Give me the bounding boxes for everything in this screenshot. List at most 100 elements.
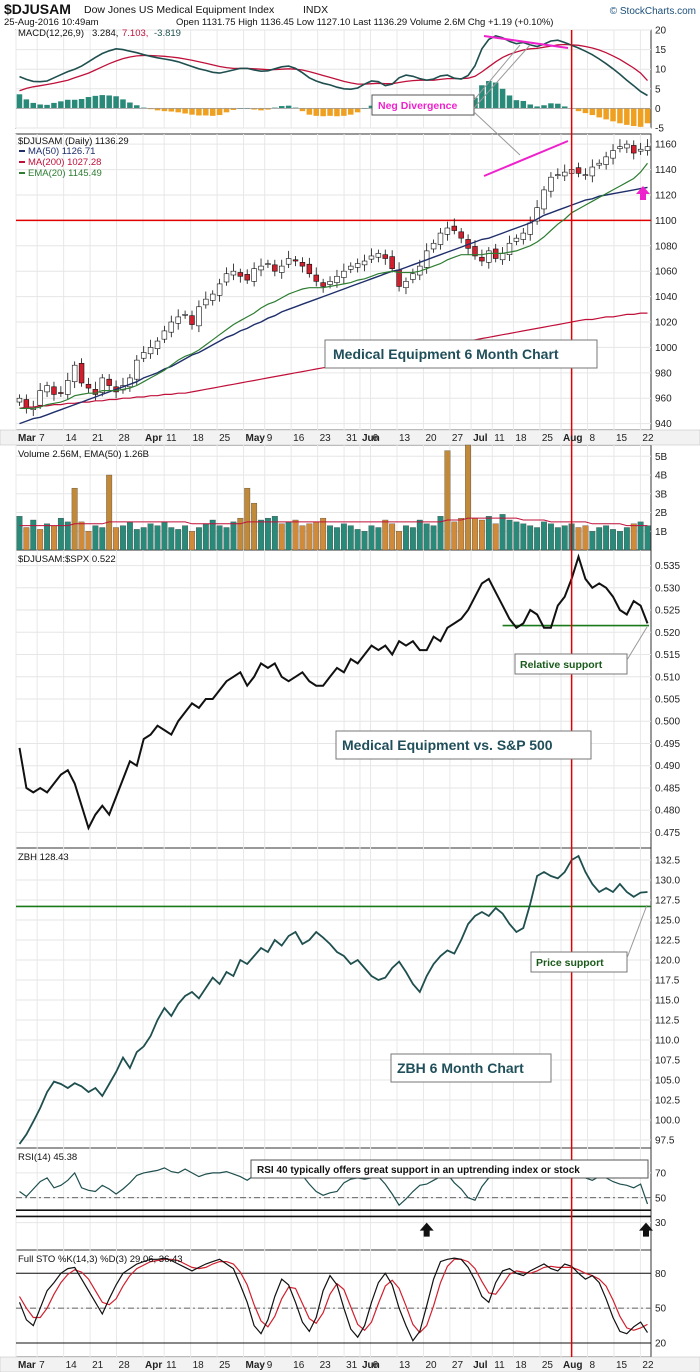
ma50-legend: MA(50) 1126.71 xyxy=(28,146,95,157)
y-tick-label: 1040 xyxy=(655,292,678,303)
volume-bar xyxy=(520,523,527,551)
volume-bar xyxy=(327,525,333,551)
volume-legend: Volume 2.56M, EMA(50) 1.26B xyxy=(18,449,149,460)
volume-bar xyxy=(244,487,251,551)
x-tick-label: 18 xyxy=(515,433,527,444)
x-tick-label: Aug xyxy=(563,1360,582,1371)
candle-body xyxy=(555,174,561,176)
relative-support-callout: Relative support xyxy=(514,626,648,675)
macd-legend-signal: 7.103, xyxy=(122,28,148,39)
candle-body xyxy=(16,397,23,403)
macd-histogram-bar xyxy=(85,97,92,109)
volume-bar xyxy=(37,529,44,551)
volume-bar xyxy=(78,521,85,551)
volume-bar xyxy=(548,523,554,551)
volume-bar xyxy=(340,523,347,551)
candle-body xyxy=(527,222,533,235)
macd-histogram-bar xyxy=(209,108,216,116)
y-tick-label: 122.5 xyxy=(655,936,680,947)
candle-body xyxy=(85,383,92,389)
y-tick-label: 1000 xyxy=(655,343,678,354)
volume-bar xyxy=(430,525,437,551)
macd-histogram-bar xyxy=(51,102,57,109)
y-tick-label: 112.5 xyxy=(655,1016,680,1027)
neg-divergence-callout: Neg Divergence xyxy=(371,44,531,156)
candle-body xyxy=(610,150,616,159)
volume-bar xyxy=(554,527,561,551)
candle-body xyxy=(154,340,161,349)
y-tick-label: 1060 xyxy=(655,267,678,278)
volume-bar xyxy=(271,516,278,551)
x-tick-label: 18 xyxy=(515,1360,527,1371)
y-tick-label: 5B xyxy=(655,452,668,463)
y-tick-label: 105.0 xyxy=(655,1076,680,1087)
volume-bar xyxy=(85,531,92,551)
candle-body xyxy=(134,359,140,380)
x-tick-label: 14 xyxy=(66,433,78,444)
candle-body xyxy=(258,265,264,271)
x-tick-label: 14 xyxy=(66,1360,78,1371)
macd-histogram-bar xyxy=(30,102,37,109)
candle-body xyxy=(499,253,506,261)
volume-bar xyxy=(534,527,541,551)
macd-histogram-bar xyxy=(251,108,257,110)
candle-body xyxy=(361,260,368,266)
volume-bar xyxy=(375,527,382,551)
x-tick-label: 25 xyxy=(542,1360,554,1371)
candle-body xyxy=(644,146,651,151)
y-tick-label: 20 xyxy=(655,26,667,37)
macd-histogram-bar xyxy=(617,108,623,124)
volume-bar xyxy=(64,521,71,551)
neg-divergence-label: Neg Divergence xyxy=(378,100,458,112)
y-tick-label: 0.500 xyxy=(655,717,680,728)
y-tick-label: 50 xyxy=(655,1304,667,1315)
ratio-legend: $DJUSAM:$SPX 0.522 xyxy=(18,554,116,565)
volume-bar xyxy=(292,519,299,551)
volume-bar xyxy=(216,525,223,551)
x-tick-label: 7 xyxy=(39,1360,45,1371)
macd-histogram-bar xyxy=(203,108,209,116)
y-tick-label: -5 xyxy=(655,124,664,135)
candle-body xyxy=(251,268,257,282)
x-tick-label: 11 xyxy=(494,433,505,444)
macd-histogram-bar xyxy=(182,108,188,114)
candle-body xyxy=(472,246,478,257)
volume-bar xyxy=(16,516,23,551)
y-tick-label: 110.0 xyxy=(655,1036,680,1047)
macd-histogram-bar xyxy=(589,108,596,116)
volume-bar xyxy=(596,527,603,551)
y-tick-label: 50 xyxy=(655,1193,667,1204)
volume-bar xyxy=(382,519,389,551)
macd-histogram-bar xyxy=(513,100,520,109)
volume-bar xyxy=(209,519,216,551)
macd-histogram-bar xyxy=(630,108,637,127)
volume-bar xyxy=(603,525,610,551)
ma50-line xyxy=(19,186,648,425)
candle-body xyxy=(58,392,64,394)
y-tick-label: 0.485 xyxy=(655,783,680,794)
price-panel: 1160 1140 1120 1100 1080 1060 1040 1020 1000 980 9… xyxy=(16,139,678,430)
candle-body xyxy=(479,256,485,262)
volume-bar xyxy=(334,527,340,551)
price-frame xyxy=(15,133,652,431)
sto-frame xyxy=(15,1249,652,1358)
candle-body xyxy=(106,378,112,386)
candle-body xyxy=(437,232,444,245)
volume-bar xyxy=(623,527,630,551)
chart-symbol: $DJUSAM xyxy=(4,1,71,17)
y-tick-label: 30 xyxy=(655,1218,667,1229)
y-tick-label: 0.520 xyxy=(655,628,680,639)
x-tick-label: 6 xyxy=(373,1360,379,1371)
ma200-legend: MA(200) 1027.28 xyxy=(28,157,101,168)
volume-bar xyxy=(513,521,520,551)
candle-body xyxy=(196,306,202,327)
sto-d-line xyxy=(18,1258,648,1334)
macd-histogram-bar xyxy=(555,103,561,109)
volume-bar xyxy=(403,525,409,551)
macd-histogram-bar xyxy=(582,108,589,114)
candle-body xyxy=(140,352,147,359)
macd-histogram-bar xyxy=(71,99,78,109)
candle-body xyxy=(209,293,216,301)
volume-bar xyxy=(465,444,472,551)
